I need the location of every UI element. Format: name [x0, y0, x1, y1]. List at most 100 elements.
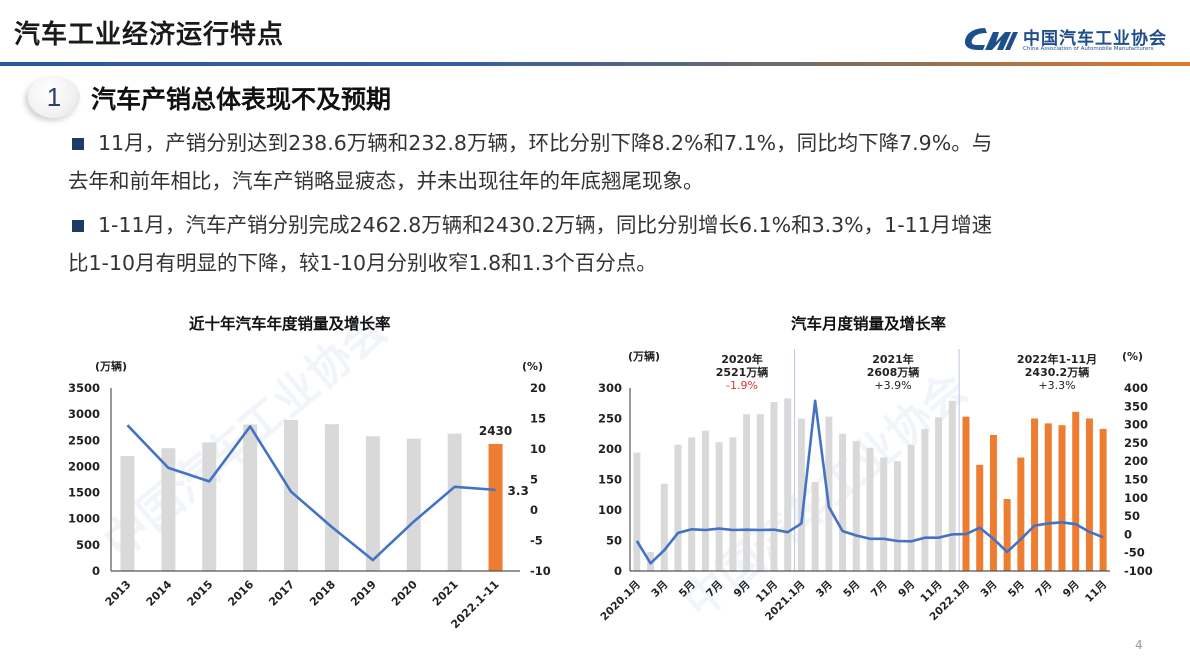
- year-summary-annotation: 2608万辆: [867, 365, 920, 379]
- x-tick-label: 2013: [103, 578, 134, 609]
- sales-bar: [488, 443, 503, 571]
- organization-logo: 中国汽车工业协会 China Association of Automobile…: [963, 22, 1173, 56]
- sales-bar: [284, 419, 299, 571]
- left-axis-unit: (万辆): [95, 359, 127, 373]
- square-bullet-icon: [72, 220, 84, 232]
- logo-name-en: China Association of Automobile Manufact…: [1023, 46, 1154, 52]
- monthly-sales-bar: [866, 447, 874, 571]
- y-tick-label: 300: [598, 381, 622, 395]
- x-tick-label: 5月: [1006, 579, 1027, 600]
- x-tick-label: 2015: [185, 578, 216, 609]
- monthly-sales-bar: [688, 437, 696, 571]
- monthly-sales-chart: (万辆) (%) 300 250 200 150 100 50 0 400 350 300 250 200…: [598, 349, 1153, 624]
- sales-bar: [365, 436, 380, 571]
- monthly-sales-bar: [715, 442, 723, 571]
- x-tick-label: 7月: [704, 579, 725, 600]
- y2-tick-label: 100: [1124, 491, 1148, 505]
- y2-tick-label: 0: [530, 503, 538, 517]
- y2-tick-label: 10: [530, 442, 546, 456]
- monthly-sales-bar: [660, 483, 668, 571]
- sales-bar: [324, 424, 339, 571]
- monthly-sales-bar: [1003, 499, 1011, 571]
- y2-tick-label: 20: [530, 381, 546, 395]
- monthly-sales-bar: [770, 402, 778, 571]
- monthly-sales-bar: [935, 417, 943, 571]
- x-tick-label: 3月: [649, 579, 670, 600]
- y2-tick-label: -5: [530, 534, 543, 548]
- monthly-sales-bar: [674, 444, 682, 571]
- year-summary-annotation: +3.9%: [874, 379, 911, 392]
- y2-tick-label: 300: [1124, 418, 1148, 432]
- monthly-sales-bar: [921, 428, 929, 571]
- section-number-badge: 1: [28, 76, 80, 118]
- header-divider: [0, 62, 1190, 66]
- sales-bar: [202, 442, 217, 571]
- monthly-sales-bar: [976, 464, 984, 571]
- monthly-sales-bar: [1058, 425, 1066, 571]
- sales-bar: [406, 438, 421, 571]
- monthly-sales-bar: [811, 481, 819, 571]
- x-tick-label: 3月: [978, 579, 999, 600]
- monthly-sales-bar: [743, 414, 751, 571]
- monthly-sales-bar: [880, 457, 888, 571]
- growth-rate-line: [635, 399, 1104, 565]
- x-tick-label: 2021: [430, 578, 461, 609]
- monthly-sales-bar: [1072, 411, 1080, 571]
- monthly-sales-bar: [729, 437, 737, 571]
- bullet-list: 11月，产销分别达到238.6万辆和232.8万辆，环比分别下降8.2%和7.1…: [68, 124, 1168, 282]
- square-bullet-icon: [72, 138, 84, 150]
- x-tick-label: 5月: [841, 579, 862, 600]
- slide-title: 汽车工业经济运行特点: [14, 20, 285, 50]
- bar-value-label: 2430: [479, 424, 512, 438]
- monthly-sales-bar: [825, 416, 833, 571]
- monthly-sales-bar: [1017, 457, 1025, 571]
- monthly-sales-bar: [907, 444, 915, 571]
- monthly-chart-title: 汽车月度销量及增长率: [791, 315, 947, 333]
- x-tick-label: 2020: [389, 578, 420, 609]
- x-tick-label: 2017: [266, 578, 297, 609]
- monthly-sales-bar: [797, 418, 805, 571]
- logo-name-cn: 中国汽车工业协会: [1023, 29, 1167, 49]
- x-tick-label: 11月: [1083, 579, 1109, 605]
- year-summary-annotation: 2020年: [721, 352, 763, 366]
- y2-tick-label: 5: [530, 473, 538, 487]
- y-tick-label: 0: [614, 564, 622, 578]
- monthly-sales-bar: [1099, 428, 1107, 571]
- year-summary-annotation: 2022年1-11月: [1017, 352, 1097, 366]
- y-tick-label: 250: [598, 412, 622, 426]
- y2-tick-label: 400: [1124, 381, 1148, 395]
- x-tick-label: 7月: [1033, 579, 1054, 600]
- x-tick-label: 2019: [348, 578, 379, 609]
- y-tick-label: 1000: [68, 512, 100, 526]
- sales-bar: [120, 456, 135, 571]
- growth-rate-line: [126, 424, 496, 562]
- y2-tick-label: -10: [530, 564, 551, 578]
- sales-bar: [447, 433, 462, 571]
- y-tick-label: 500: [76, 538, 100, 552]
- y-tick-label: 100: [598, 503, 622, 517]
- monthly-sales-bar: [784, 398, 792, 571]
- x-tick-label: 9月: [1061, 579, 1082, 600]
- monthly-sales-bar: [756, 414, 764, 571]
- x-tick-label: 3月: [814, 579, 835, 600]
- monthly-sales-bar: [852, 441, 860, 571]
- sales-bar: [161, 448, 176, 571]
- x-tick-label: 7月: [869, 579, 890, 600]
- x-tick-label: 2020.1月: [598, 579, 643, 624]
- year-summary-annotation: 2521万辆: [716, 365, 769, 379]
- right-axis-unit: (%): [522, 360, 543, 373]
- x-tick-label: 2016: [225, 578, 256, 609]
- y-tick-label: 50: [606, 534, 622, 548]
- y2-tick-label: -100: [1124, 564, 1153, 578]
- y-tick-label: 200: [598, 442, 622, 456]
- y2-tick-label: 50: [1124, 509, 1140, 523]
- monthly-sales-bar: [962, 416, 970, 571]
- monthly-sales-bar: [948, 400, 956, 571]
- y-tick-label: 2500: [68, 433, 100, 447]
- cam-logo-icon: [965, 28, 1018, 50]
- y2-tick-label: 0: [1124, 527, 1132, 541]
- monthly-sales-bar: [893, 461, 901, 571]
- x-tick-label: 2018: [307, 578, 338, 609]
- monthly-sales-bar: [633, 452, 641, 571]
- y-tick-label: 3000: [68, 407, 100, 421]
